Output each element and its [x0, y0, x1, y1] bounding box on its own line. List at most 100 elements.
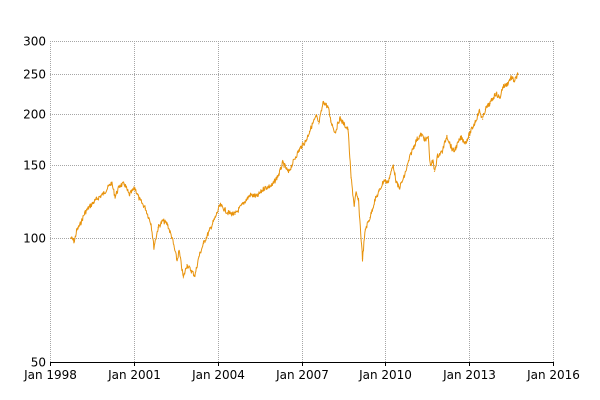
data-point — [460, 137, 462, 139]
data-point — [410, 153, 412, 155]
x-tick-label: Jan 2010 — [358, 368, 412, 382]
x-tick-label: Jan 1998 — [23, 368, 77, 382]
data-point — [95, 198, 98, 200]
data-point — [198, 256, 200, 258]
data-point — [482, 118, 484, 120]
y-tick-label: 150 — [23, 159, 46, 173]
data-point — [227, 212, 229, 214]
data-point — [278, 173, 280, 175]
data-point — [294, 156, 297, 158]
data-point — [138, 198, 140, 200]
data-point — [327, 106, 329, 109]
data-point — [374, 200, 376, 202]
data-point — [353, 204, 355, 206]
data-point — [123, 183, 126, 185]
gridlines — [50, 41, 554, 363]
data-point — [73, 240, 75, 242]
data-point — [305, 140, 307, 142]
y-tick-label: 200 — [23, 108, 46, 122]
data-point — [166, 223, 168, 225]
data-point — [186, 264, 188, 266]
data-point — [392, 164, 394, 166]
data-point — [453, 150, 455, 152]
data-point — [134, 187, 136, 189]
data-point — [383, 179, 385, 181]
y-tick-label: 100 — [23, 232, 46, 246]
data-point — [437, 155, 439, 157]
data-point — [203, 242, 205, 244]
data-point — [517, 73, 519, 75]
data-point — [219, 204, 221, 206]
data-point — [378, 190, 380, 192]
data-point — [171, 237, 173, 239]
data-point — [299, 147, 301, 149]
data-point — [208, 230, 210, 232]
data-point — [387, 182, 389, 184]
x-tick-label: Jan 2007 — [275, 368, 329, 382]
data-point — [194, 275, 196, 277]
data-point — [361, 258, 364, 260]
data-point — [119, 184, 121, 186]
data-point — [432, 161, 434, 163]
x-tick-label: Jan 2001 — [107, 368, 161, 382]
y-tick-label: 250 — [23, 68, 46, 82]
data-point — [256, 195, 258, 197]
data-point — [157, 226, 159, 228]
data-point — [287, 171, 290, 174]
data-point — [76, 230, 78, 232]
data-point — [234, 213, 236, 215]
x-tick-label: Jan 2016 — [526, 368, 580, 382]
series-layer — [70, 72, 519, 279]
data-point — [506, 83, 508, 85]
series-line — [70, 72, 519, 278]
data-point — [144, 207, 146, 209]
data-point — [150, 223, 152, 225]
data-point — [395, 182, 397, 184]
data-point — [282, 162, 284, 164]
data-point — [312, 122, 314, 124]
data-point — [425, 140, 427, 142]
data-point — [357, 200, 360, 202]
data-point — [420, 133, 422, 136]
data-point — [315, 115, 317, 117]
data-point — [162, 220, 164, 222]
data-point — [441, 150, 443, 152]
data-point — [102, 193, 105, 195]
data-point — [271, 184, 273, 186]
data-point — [128, 194, 130, 196]
data-point — [110, 182, 113, 184]
data-point — [450, 147, 453, 149]
data-point — [484, 108, 486, 110]
data-point — [510, 76, 512, 78]
data-point — [513, 80, 516, 82]
data-point — [364, 228, 366, 230]
tick-labels: 50 100 150 200 250 300 Jan 1998 Jan 2001 Jan 200… — [23, 35, 580, 383]
data-point — [79, 223, 81, 225]
data-point — [495, 92, 497, 94]
data-point — [88, 206, 91, 208]
data-point — [429, 164, 431, 166]
x-tick-label: Jan 2013 — [442, 368, 496, 382]
data-point — [427, 135, 429, 138]
data-point — [465, 142, 467, 144]
data-point — [347, 129, 349, 131]
data-point — [502, 86, 504, 88]
data-point — [499, 97, 501, 99]
data-point — [243, 201, 245, 203]
data-point — [153, 246, 155, 248]
data-point — [334, 131, 336, 134]
data-point — [214, 216, 216, 219]
data-point — [70, 237, 72, 239]
data-point — [84, 212, 86, 214]
axes — [50, 362, 554, 366]
data-point — [263, 187, 265, 189]
data-point — [355, 193, 357, 195]
x-tick-label: Jan 2004 — [191, 368, 245, 382]
data-point — [478, 110, 480, 112]
data-point — [182, 277, 184, 279]
data-point — [318, 123, 320, 125]
data-point — [398, 187, 400, 189]
data-point — [249, 194, 251, 196]
data-point — [474, 122, 476, 124]
